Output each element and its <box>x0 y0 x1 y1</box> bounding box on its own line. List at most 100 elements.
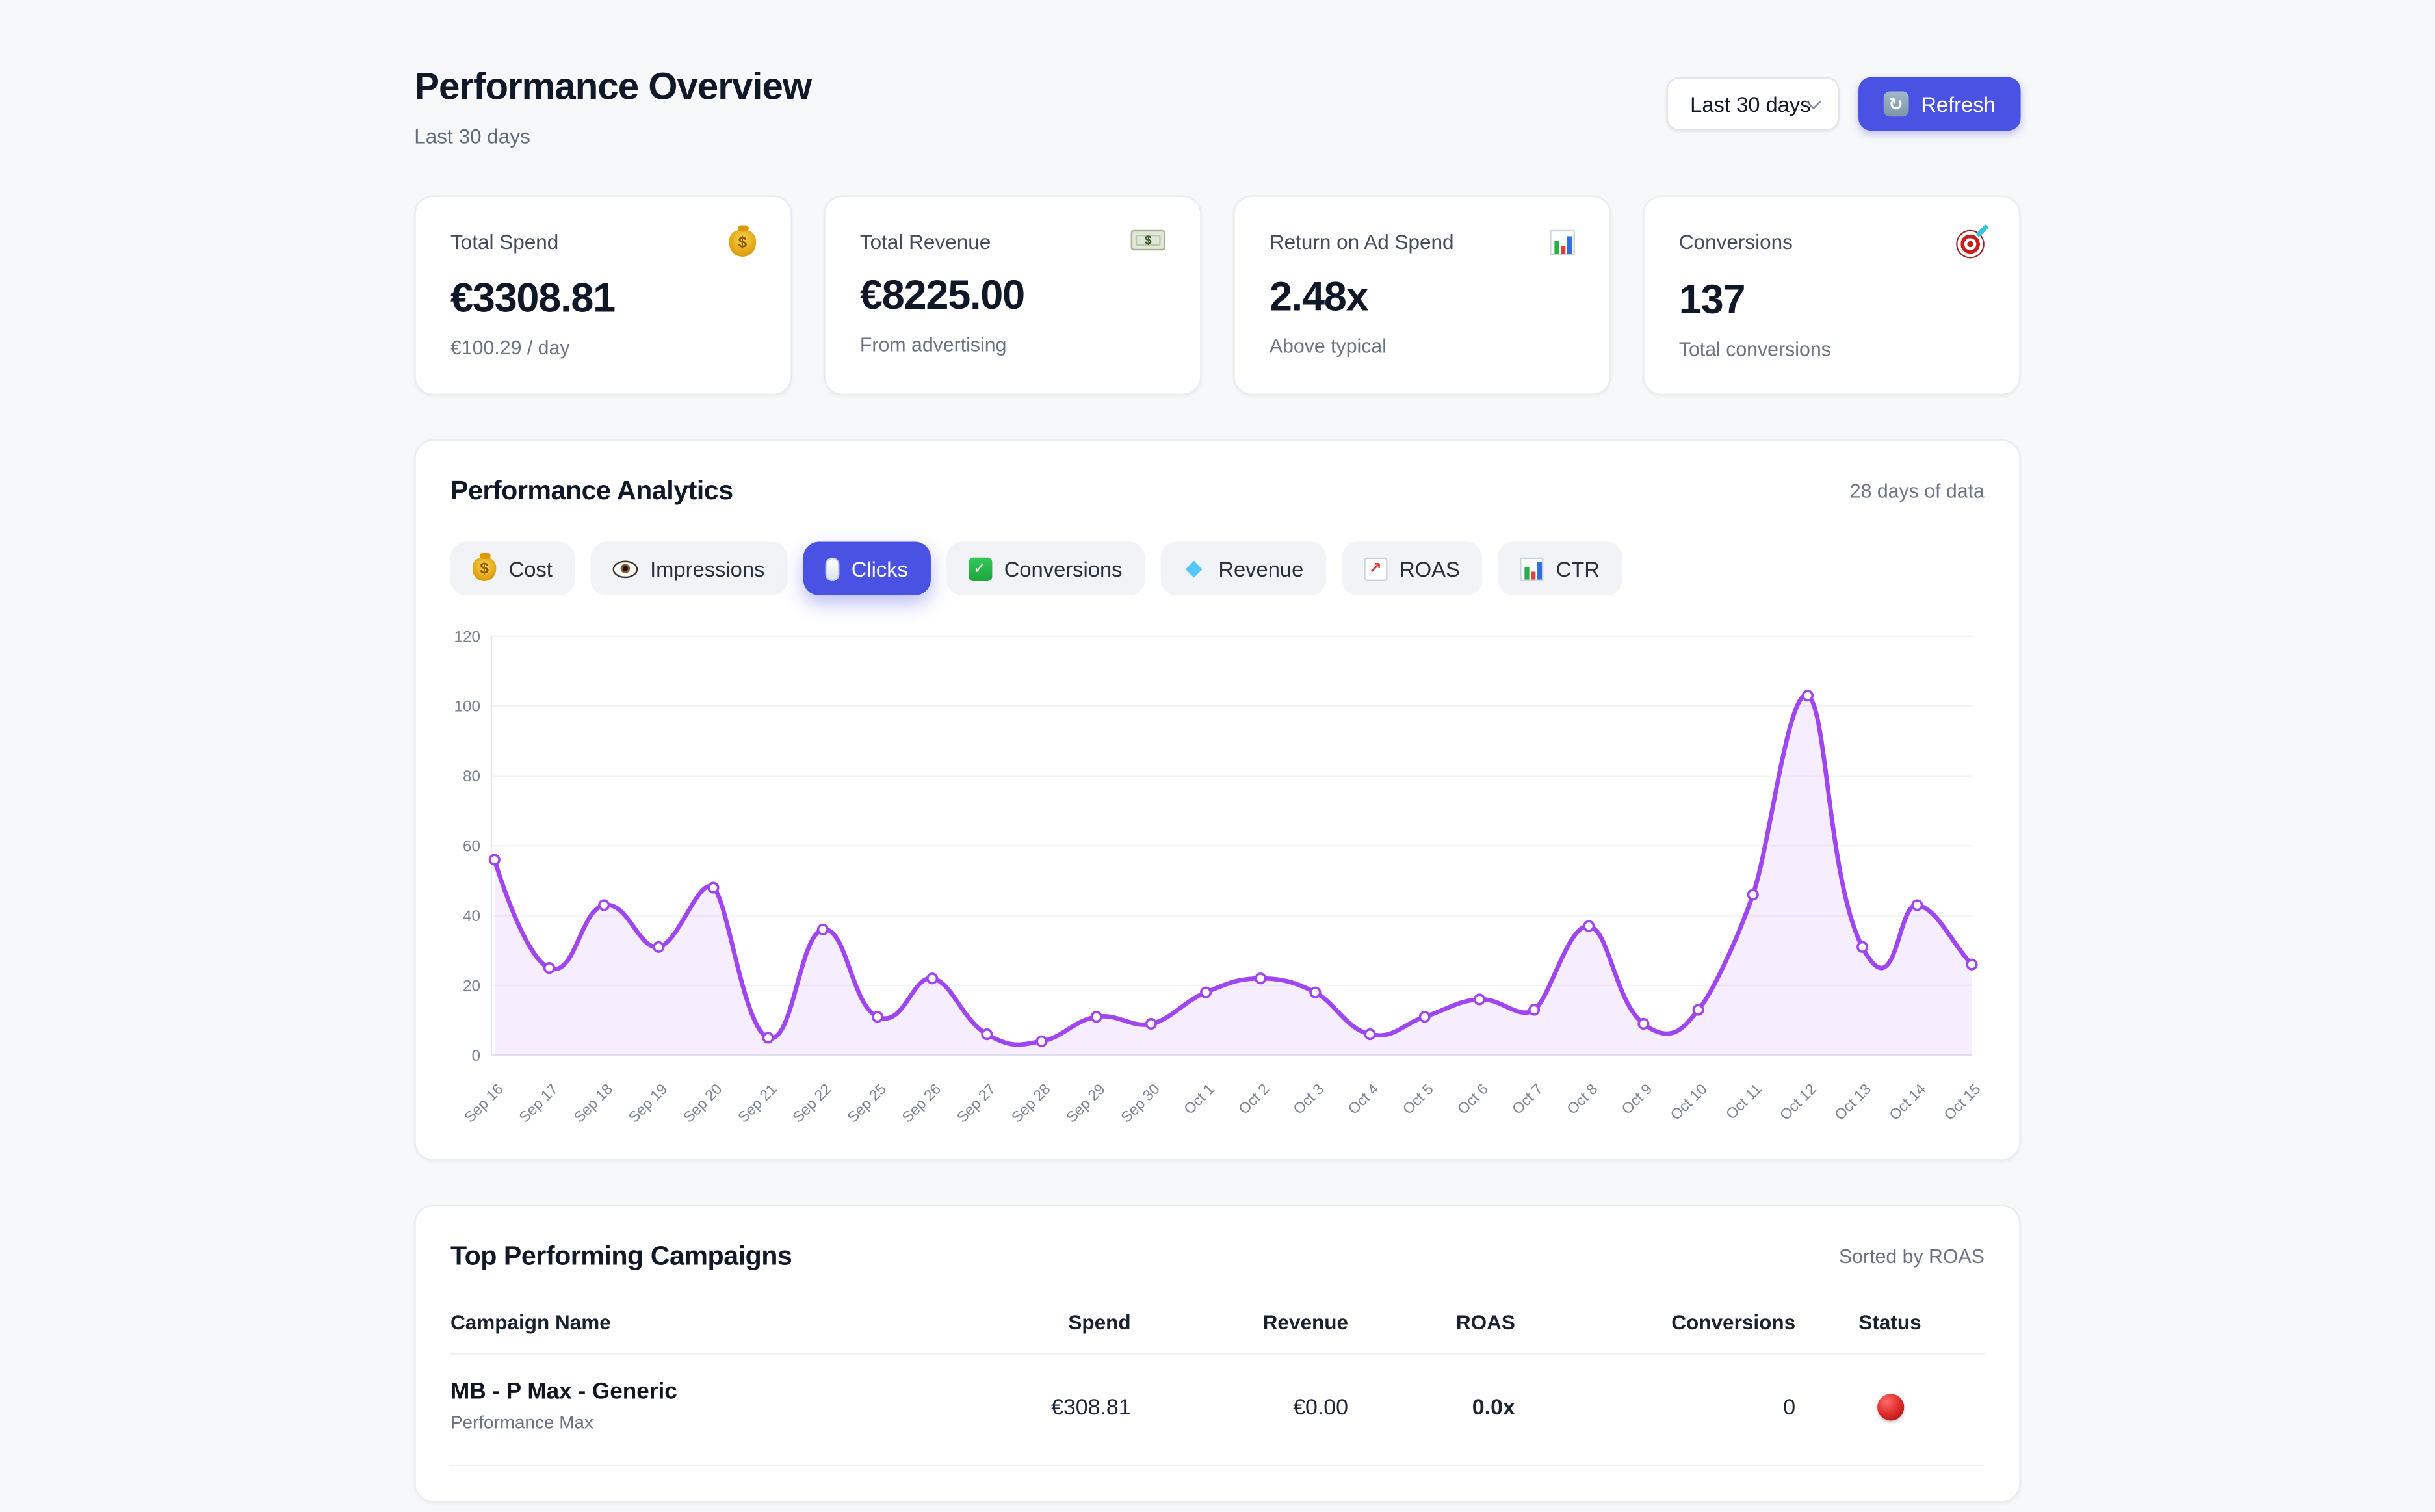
metric-label: Conversions <box>1678 229 1793 254</box>
svg-text:120: 120 <box>454 628 480 645</box>
analytics-days-note: 28 days of data <box>1849 480 1985 502</box>
check-icon <box>967 556 992 580</box>
conversions-cell: 0 <box>1783 1394 1796 1420</box>
svg-text:Oct 13: Oct 13 <box>1831 1080 1874 1123</box>
tab-label: Cost <box>508 556 553 580</box>
svg-text:Sep 19: Sep 19 <box>625 1080 670 1125</box>
svg-text:Oct 2: Oct 2 <box>1235 1080 1272 1117</box>
svg-text:Sep 16: Sep 16 <box>461 1080 506 1125</box>
status-dot <box>1876 1393 1904 1420</box>
svg-text:Oct 14: Oct 14 <box>1886 1080 1929 1123</box>
campaign-name: MB - P Max - Generic <box>450 1379 677 1405</box>
tab-label: Revenue <box>1218 556 1304 580</box>
date-range-value: Last 30 days <box>1690 92 1811 116</box>
svg-text:40: 40 <box>463 907 480 925</box>
clicks-line-chart[interactable]: 0 20 40 60 80 100 120 Sep 16 Sep 17 Sep 18 Sep 19 S… <box>450 621 1985 1125</box>
page-subtitle: Last 30 days <box>414 124 530 148</box>
metric-sub: From advertising <box>859 333 1007 356</box>
svg-text:0: 0 <box>472 1047 480 1065</box>
svg-text:Sep 30: Sep 30 <box>1117 1080 1163 1125</box>
column-campaign-name: Campaign Name <box>450 1310 611 1335</box>
metric-sub: Total conversions <box>1678 338 1831 361</box>
analytics-panel-header: Performance Analytics 28 days of data <box>450 476 1985 507</box>
spend-cell: €308.81 <box>1051 1394 1131 1420</box>
refresh-icon <box>1883 91 1908 117</box>
svg-text:Oct 6: Oct 6 <box>1454 1080 1491 1117</box>
metric-sub: Above typical <box>1269 335 1387 358</box>
tab-clicks[interactable]: Clicks <box>802 541 930 595</box>
tab-ctr[interactable]: CTR <box>1497 541 1622 595</box>
svg-text:Oct 11: Oct 11 <box>1723 1080 1765 1123</box>
metrics-row: Total Spend €3308.81 €100.29 / day Total… <box>414 195 2021 396</box>
tab-cost[interactable]: Cost <box>450 541 575 595</box>
page-heading-block: Performance Overview Last 30 days <box>414 66 812 148</box>
svg-text:Sep 20: Sep 20 <box>680 1080 725 1125</box>
svg-text:Oct 10: Oct 10 <box>1667 1080 1710 1123</box>
page-title: Performance Overview <box>414 66 812 109</box>
date-range-select[interactable]: Last 30 days <box>1666 77 1840 131</box>
campaigns-panel: Top Performing Campaigns Sorted by ROAS … <box>414 1205 2021 1503</box>
svg-text:Sep 18: Sep 18 <box>570 1080 616 1125</box>
roas-cell: 0.0x <box>1472 1394 1515 1420</box>
svg-text:Sep 17: Sep 17 <box>515 1080 561 1125</box>
svg-text:Oct 15: Oct 15 <box>1940 1080 1983 1123</box>
svg-text:Oct 8: Oct 8 <box>1563 1080 1600 1117</box>
campaign-name-cell: MB - P Max - Generic Performance Max <box>450 1379 989 1433</box>
column-conversions: Conversions <box>1671 1310 1796 1335</box>
chart-up-icon <box>1363 556 1387 580</box>
eye-icon <box>612 560 638 577</box>
column-spend: Spend <box>1068 1310 1131 1335</box>
mouse-icon <box>824 556 839 580</box>
campaign-type: Performance Max <box>450 1414 593 1433</box>
tab-label: ROAS <box>1400 556 1460 580</box>
svg-text:Sep 25: Sep 25 <box>844 1080 889 1125</box>
metric-card: Conversions 137 Total conversions <box>1643 195 2021 396</box>
metric-card: Total Revenue €8225.00 From advertising <box>824 195 1202 396</box>
metric-value: €3308.81 <box>450 274 616 322</box>
revenue-cell: €0.00 <box>1293 1394 1349 1420</box>
tab-label: CTR <box>1556 556 1600 580</box>
svg-text:Oct 7: Oct 7 <box>1509 1080 1546 1117</box>
analytics-panel: Performance Analytics 28 days of data Co… <box>414 439 2021 1161</box>
tab-label: Impressions <box>650 556 765 580</box>
column-revenue: Revenue <box>1262 1310 1349 1335</box>
metric-value: 137 <box>1678 276 1746 323</box>
money-bag-icon <box>472 556 497 580</box>
refresh-button[interactable]: Refresh <box>1858 77 2021 131</box>
gem-icon <box>1182 556 1206 580</box>
money-bag-icon <box>729 229 756 257</box>
svg-text:20: 20 <box>463 977 480 995</box>
campaigns-sort-note: Sorted by ROAS <box>1838 1245 1985 1268</box>
metric-sub: €100.29 / day <box>450 337 570 359</box>
tab-roas[interactable]: ROAS <box>1341 541 1482 595</box>
metric-label: Total Revenue <box>859 229 991 254</box>
header-controls: Last 30 days Refresh <box>1666 77 2021 131</box>
table-row: MB - P Max - Generic Performance Max €30… <box>450 1355 1985 1466</box>
metric-card: Return on Ad Spend 2.48x Above typical <box>1233 195 1611 396</box>
svg-text:Sep 26: Sep 26 <box>898 1080 944 1125</box>
metric-card: Total Spend €3308.81 €100.29 / day <box>414 195 792 396</box>
metric-value: 2.48x <box>1269 272 1369 320</box>
campaigns-title: Top Performing Campaigns <box>450 1241 792 1271</box>
svg-text:60: 60 <box>463 838 480 855</box>
campaigns-table-body: MB - P Max - Generic Performance Max €30… <box>450 1355 1985 1466</box>
tab-label: Clicks <box>851 556 908 580</box>
bar-chart-icon <box>1519 556 1544 580</box>
svg-text:Sep 21: Sep 21 <box>735 1080 780 1125</box>
tab-impressions[interactable]: Impressions <box>590 541 787 595</box>
svg-text:Oct 5: Oct 5 <box>1400 1080 1437 1117</box>
banknote-icon <box>1130 229 1165 251</box>
refresh-button-label: Refresh <box>1921 92 1996 116</box>
svg-text:Sep 29: Sep 29 <box>1063 1080 1108 1125</box>
svg-text:Sep 28: Sep 28 <box>1008 1080 1054 1125</box>
campaigns-table-header: Campaign Name Spend Revenue ROAS Convers… <box>450 1310 1985 1355</box>
svg-text:Oct 4: Oct 4 <box>1344 1080 1381 1117</box>
column-status: Status <box>1858 1310 1921 1335</box>
tab-conversions[interactable]: Conversions <box>946 541 1145 595</box>
page-header: Performance Overview Last 30 days Last 3… <box>414 0 2021 148</box>
svg-text:Oct 12: Oct 12 <box>1777 1080 1819 1123</box>
tab-label: Conversions <box>1004 556 1123 580</box>
column-roas: ROAS <box>1455 1310 1515 1335</box>
tab-revenue[interactable]: Revenue <box>1160 541 1326 595</box>
